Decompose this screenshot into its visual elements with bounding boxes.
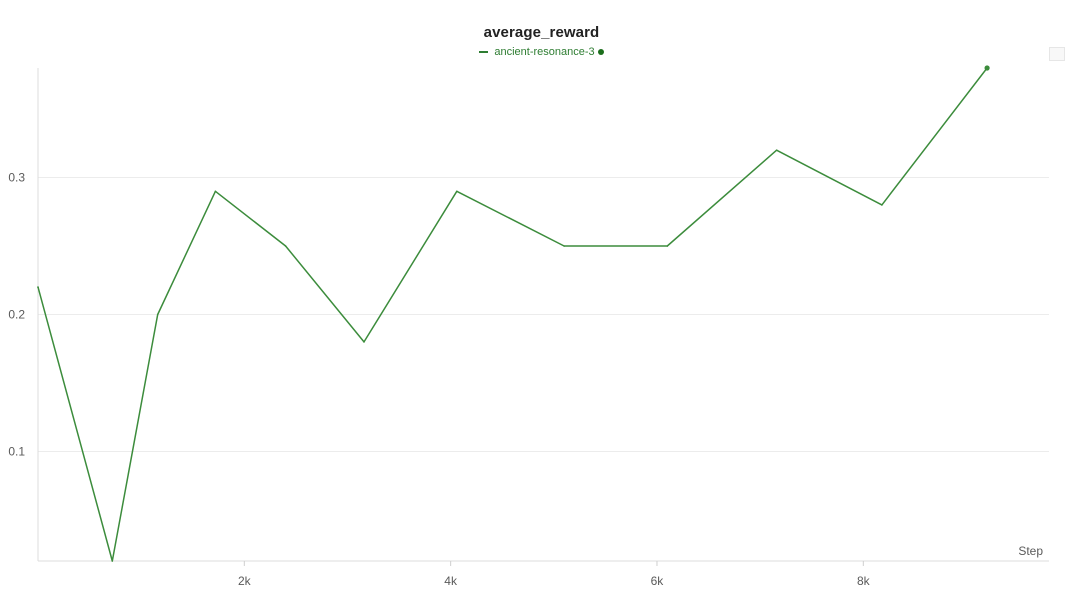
axis-layer: 0.1 0.2 0.3 2k 4k 6k 8k Step (8, 68, 1049, 588)
data-point (456, 190, 458, 193)
series-layer (37, 65, 990, 562)
y-tick-label: 0.3 (8, 171, 25, 185)
legend-line-swatch (479, 51, 489, 53)
y-tick-label: 0.1 (8, 444, 25, 458)
x-tick-label: 2k (238, 574, 252, 588)
x-axis-title: Step (1018, 544, 1043, 558)
data-point (363, 341, 365, 343)
data-point (881, 204, 883, 206)
y-tick-label: 0.2 (8, 308, 25, 322)
data-point (111, 560, 114, 562)
data-point (984, 65, 990, 71)
chart-title: average_reward (483, 24, 600, 41)
data-point (563, 245, 565, 247)
x-tick-label: 6k (651, 574, 665, 588)
data-point (666, 245, 669, 247)
legend-series-label: ancient-resonance-3 (494, 46, 595, 58)
x-tick-label: 8k (857, 574, 871, 588)
chart-menu-handle[interactable] (1049, 47, 1065, 61)
data-point (156, 313, 159, 316)
grid-layer (38, 177, 1049, 452)
legend-dot-icon (597, 49, 604, 55)
data-point (775, 149, 778, 151)
data-point (214, 190, 217, 193)
data-point (284, 245, 287, 247)
legend[interactable]: ancient-resonance-3 (0, 46, 1083, 58)
x-tick-label: 4k (444, 574, 458, 588)
data-point (37, 286, 39, 288)
series-line (37, 67, 988, 562)
